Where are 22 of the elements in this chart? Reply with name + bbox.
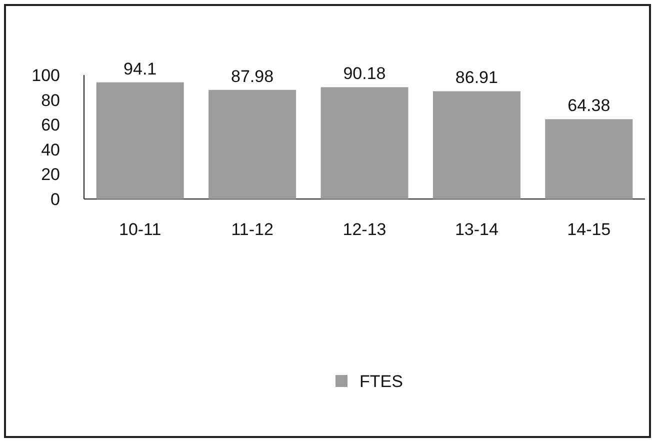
x-tick-label: 13-14 (454, 220, 498, 239)
bar (208, 90, 296, 199)
data-label: 64.38 (568, 96, 610, 116)
y-tick-label: 60 (41, 116, 60, 135)
x-tick-label: 10-11 (118, 220, 162, 239)
data-label: 94.1 (124, 59, 157, 78)
x-tick-label: 11-12 (231, 220, 274, 239)
x-tick-label: 12-13 (342, 220, 386, 239)
y-tick-label: 20 (41, 165, 60, 184)
bar (320, 87, 408, 199)
y-tick-label: 0 (50, 190, 60, 209)
y-tick-label: 40 (41, 140, 60, 160)
bar (545, 119, 633, 199)
y-tick-label: 80 (41, 90, 60, 110)
data-label: 87.98 (231, 66, 274, 86)
legend-label: FTES (360, 372, 403, 391)
data-label: 90.18 (343, 64, 386, 84)
y-tick-label: 100 (32, 66, 60, 85)
x-tick-label: 14-15 (567, 220, 611, 239)
data-label: 86.91 (455, 68, 498, 88)
bar (96, 82, 184, 199)
bar (432, 91, 520, 199)
